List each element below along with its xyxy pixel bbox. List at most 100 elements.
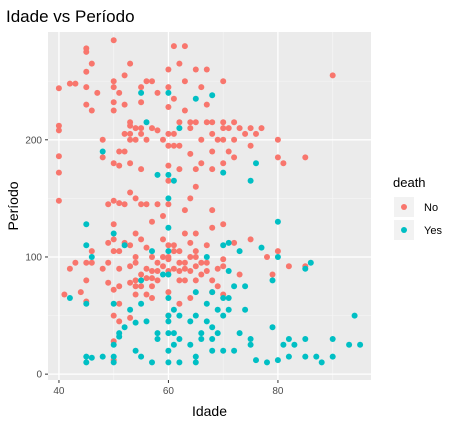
data-point-yes [83, 300, 90, 307]
data-point-no [132, 230, 139, 237]
plot-panel [48, 32, 371, 380]
data-point-no [176, 166, 183, 173]
data-point-no [127, 314, 134, 321]
data-point-no [220, 125, 227, 132]
series-no [55, 37, 336, 364]
data-point-no [154, 268, 161, 274]
data-point-yes [88, 354, 95, 361]
data-point-no [220, 263, 227, 270]
legend-title: death [393, 175, 426, 190]
data-point-yes [247, 341, 254, 348]
data-point-no [220, 256, 227, 263]
data-point-no [132, 291, 139, 298]
data-point-no [116, 248, 123, 255]
data-point-no [154, 277, 161, 284]
data-point-no [165, 201, 172, 208]
data-point-yes [165, 89, 172, 96]
data-point-yes [165, 312, 172, 319]
data-point-yes [203, 254, 210, 260]
data-point-no [116, 300, 123, 307]
data-point-yes [165, 248, 172, 255]
data-point-yes [242, 283, 249, 290]
data-point-no [192, 248, 199, 255]
data-point-no [77, 289, 84, 296]
data-point-no [160, 263, 166, 270]
data-point-yes [220, 312, 227, 319]
data-point-yes [127, 306, 134, 313]
data-point-yes [192, 312, 199, 319]
data-point-no [176, 142, 183, 149]
data-point-no [203, 242, 210, 249]
data-point-yes [138, 277, 145, 284]
data-point-no [231, 239, 238, 246]
data-point-no [192, 119, 199, 126]
data-point-no [143, 136, 150, 143]
data-point-yes [264, 359, 270, 366]
y-axis-ticks: 0 100 200 [25, 135, 48, 381]
data-point-no [127, 60, 134, 67]
data-point-yes [165, 271, 172, 278]
data-point-no [181, 107, 188, 114]
data-point-no [170, 95, 177, 102]
data-point-no [187, 295, 194, 301]
data-point-no [209, 148, 216, 155]
data-point-no [83, 259, 90, 266]
data-point-no [138, 271, 145, 278]
data-point-no [209, 130, 216, 137]
y-tick-label: 100 [25, 252, 42, 263]
data-point-yes [209, 92, 216, 99]
data-point-yes [165, 359, 172, 366]
data-point-no [72, 259, 79, 266]
data-point-no [198, 259, 205, 266]
data-point-no [220, 160, 227, 167]
data-point-no [121, 148, 128, 155]
data-point-yes [220, 295, 227, 301]
data-point-no [187, 125, 194, 132]
data-point-no [209, 166, 216, 173]
data-point-yes [176, 312, 183, 319]
data-point-no [149, 268, 155, 274]
data-point-no [203, 101, 210, 108]
data-point-no [154, 259, 161, 266]
data-point-no [170, 242, 177, 249]
data-point-no [247, 236, 254, 243]
data-point-no [192, 277, 199, 284]
data-point-yes [346, 341, 353, 348]
data-point-no [66, 80, 73, 87]
data-point-no [138, 99, 145, 106]
data-point-no [154, 201, 161, 208]
data-point-no [274, 136, 281, 143]
data-point-yes [214, 330, 221, 337]
data-point-no [253, 130, 259, 137]
chart-title: Idade vs Período [6, 7, 135, 26]
data-point-yes [165, 224, 172, 231]
data-point-yes [231, 347, 238, 354]
y-tick-label: 0 [36, 370, 42, 381]
data-point-yes [149, 359, 155, 366]
data-point-yes [220, 242, 227, 249]
data-point-yes [285, 336, 292, 342]
data-point-yes [274, 254, 281, 260]
data-point-no [99, 136, 106, 143]
data-point-no [132, 125, 139, 132]
data-point-no [127, 122, 134, 129]
y-tick-label: 200 [25, 135, 42, 146]
data-point-no [176, 119, 183, 126]
data-point-yes [274, 218, 281, 225]
data-point-yes [116, 333, 123, 340]
legend-label-no: No [424, 202, 438, 214]
data-point-no [55, 197, 62, 204]
data-point-no [302, 154, 309, 161]
data-point-no [94, 89, 101, 96]
data-point-yes [99, 353, 106, 360]
data-point-yes [165, 330, 172, 337]
data-point-no [220, 221, 227, 228]
data-point-yes [203, 318, 210, 325]
data-point-no [160, 213, 166, 219]
data-point-yes [357, 341, 364, 348]
data-point-no [110, 312, 117, 319]
data-point-no [209, 224, 216, 231]
data-point-yes [66, 295, 73, 301]
data-point-yes [110, 359, 117, 366]
data-point-no [121, 130, 128, 137]
